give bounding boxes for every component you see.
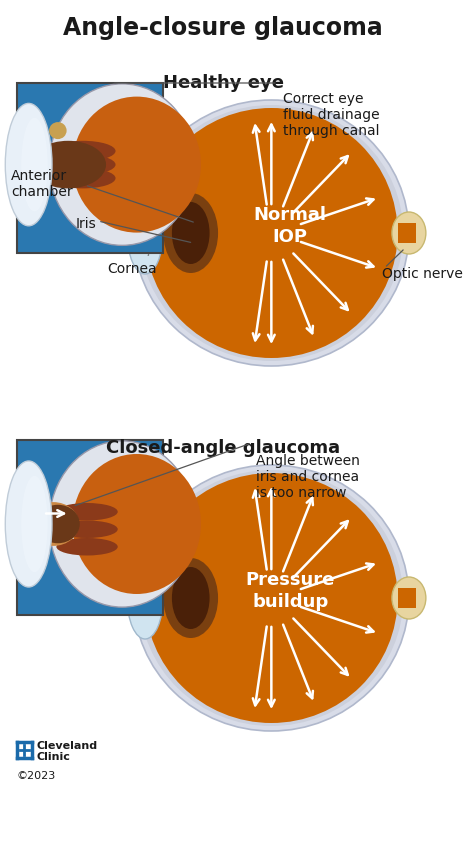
Ellipse shape <box>5 461 52 588</box>
Ellipse shape <box>49 123 67 140</box>
Text: Angle between
iris and cornea
is too narrow: Angle between iris and cornea is too nar… <box>256 454 360 500</box>
Ellipse shape <box>49 441 195 607</box>
FancyBboxPatch shape <box>17 440 163 615</box>
Ellipse shape <box>145 109 398 358</box>
Ellipse shape <box>56 503 118 521</box>
Ellipse shape <box>49 84 195 246</box>
Ellipse shape <box>56 538 118 556</box>
Ellipse shape <box>21 476 47 572</box>
Ellipse shape <box>73 97 201 234</box>
FancyBboxPatch shape <box>17 84 163 253</box>
Ellipse shape <box>164 559 218 638</box>
Text: Clinic: Clinic <box>37 751 71 761</box>
Ellipse shape <box>164 194 218 274</box>
Ellipse shape <box>73 455 201 595</box>
Text: ©2023: ©2023 <box>17 770 56 780</box>
FancyBboxPatch shape <box>398 589 417 608</box>
Ellipse shape <box>172 203 210 264</box>
Ellipse shape <box>28 502 79 546</box>
Ellipse shape <box>127 193 163 275</box>
Ellipse shape <box>50 142 116 162</box>
Ellipse shape <box>5 104 52 227</box>
Text: Pressure
buildup: Pressure buildup <box>246 571 335 611</box>
Ellipse shape <box>50 169 116 189</box>
Ellipse shape <box>139 471 403 726</box>
Text: Correct eye
fluid drainage
through canal: Correct eye fluid drainage through canal <box>283 92 379 138</box>
Text: Cleveland: Cleveland <box>37 740 98 750</box>
Ellipse shape <box>56 521 118 538</box>
Ellipse shape <box>392 212 426 255</box>
Text: Optic nerve: Optic nerve <box>382 267 463 281</box>
Text: Iris: Iris <box>75 217 96 230</box>
Ellipse shape <box>172 567 210 630</box>
Text: Angle-closure glaucoma: Angle-closure glaucoma <box>64 16 383 40</box>
Text: Normal
IOP: Normal IOP <box>254 206 327 246</box>
Ellipse shape <box>30 142 106 189</box>
Ellipse shape <box>392 577 426 619</box>
Ellipse shape <box>145 473 398 723</box>
Ellipse shape <box>139 106 403 362</box>
Text: Cornea: Cornea <box>107 262 157 276</box>
Text: Healthy eye: Healthy eye <box>163 74 284 92</box>
Text: Closed-angle glaucoma: Closed-angle glaucoma <box>106 438 340 456</box>
Ellipse shape <box>36 505 80 543</box>
Ellipse shape <box>127 557 163 639</box>
Ellipse shape <box>134 466 409 731</box>
Text: Anterior
chamber: Anterior chamber <box>11 169 73 199</box>
Ellipse shape <box>50 155 116 176</box>
Ellipse shape <box>21 119 47 212</box>
Ellipse shape <box>134 101 409 367</box>
FancyBboxPatch shape <box>398 223 417 244</box>
